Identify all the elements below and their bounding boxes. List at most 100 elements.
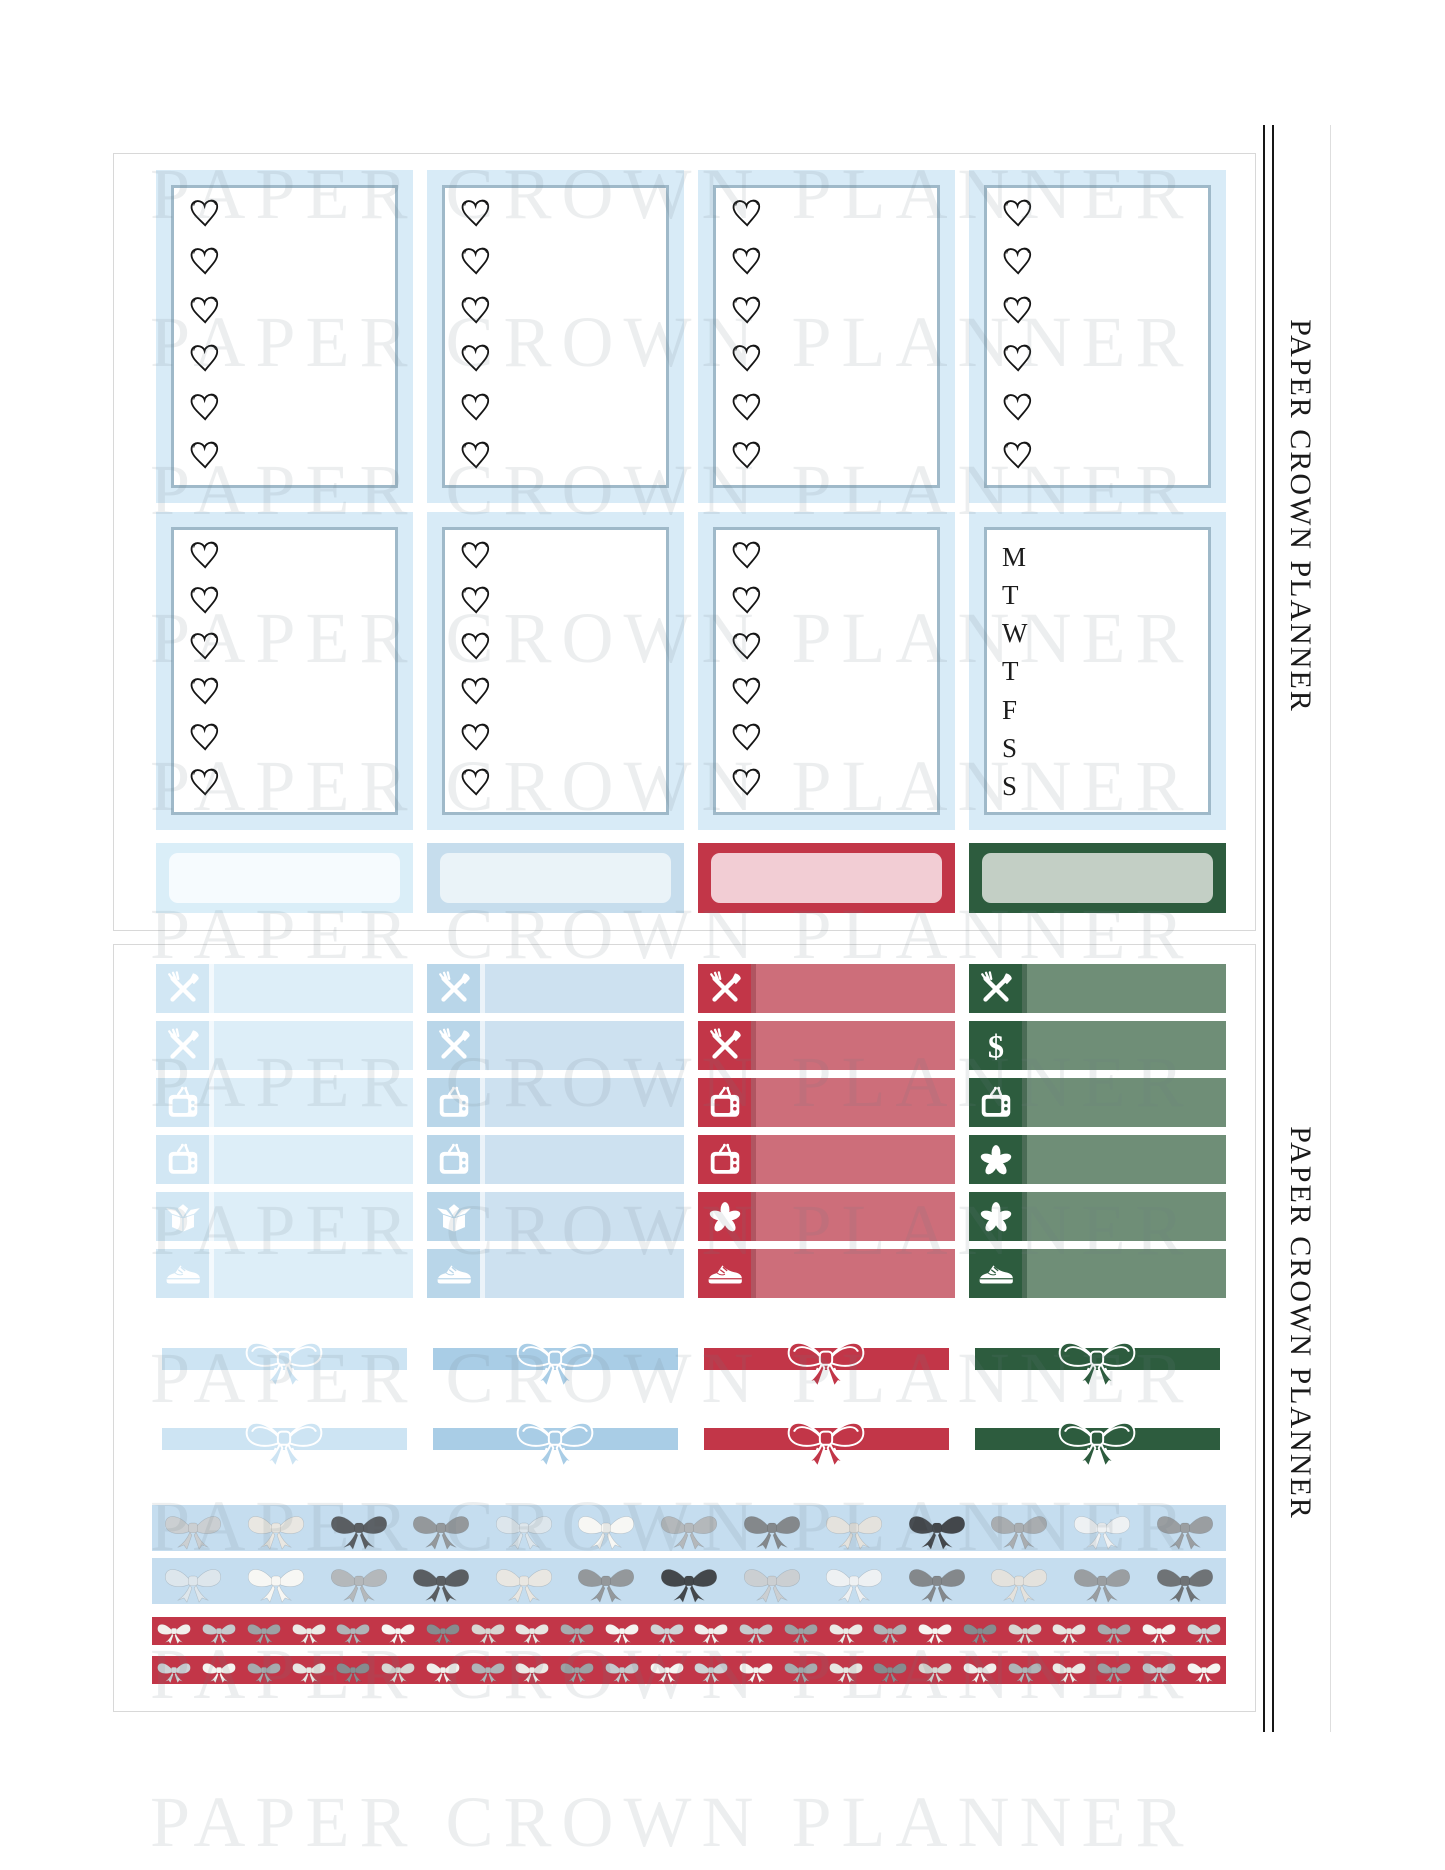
bow-icon bbox=[336, 1623, 370, 1644]
washi-bow bbox=[1071, 1559, 1133, 1604]
full-box-sticker bbox=[969, 170, 1226, 503]
bow-icon bbox=[578, 1568, 635, 1602]
full-box-interior bbox=[171, 527, 398, 815]
box-icon bbox=[163, 1202, 202, 1233]
bow-icon bbox=[650, 1623, 684, 1644]
washi-bow bbox=[1007, 1657, 1043, 1684]
habit-bar bbox=[1022, 964, 1226, 1013]
washi-bow bbox=[470, 1657, 506, 1684]
washi-bow bbox=[425, 1618, 461, 1645]
bow-icon bbox=[787, 1421, 865, 1468]
header-box-sticker bbox=[698, 843, 955, 913]
bow-icon bbox=[1156, 1568, 1213, 1602]
full-box-sticker bbox=[698, 512, 955, 830]
habit-tracker-sticker bbox=[427, 1249, 684, 1298]
washi-bow bbox=[1141, 1618, 1177, 1645]
bow-icon bbox=[202, 1623, 236, 1644]
bow-icon bbox=[605, 1623, 639, 1644]
bow-icon bbox=[165, 1515, 222, 1549]
header-box-sticker bbox=[427, 843, 684, 913]
svg-text:$: $ bbox=[987, 1028, 1003, 1064]
heart-icon bbox=[190, 723, 219, 751]
tv-icon bbox=[710, 1086, 739, 1117]
bow-divider-bow bbox=[785, 1408, 867, 1470]
bow-icon bbox=[1187, 1662, 1221, 1683]
washi-bow bbox=[649, 1657, 685, 1684]
tv-icon bbox=[439, 1143, 468, 1174]
asterisk-icon bbox=[709, 1201, 740, 1231]
bow-icon bbox=[918, 1623, 952, 1644]
habit-tracker-sticker bbox=[698, 1249, 955, 1298]
heart-icon bbox=[732, 587, 761, 615]
weekday-letter: M bbox=[1002, 542, 1027, 572]
utensils-icon bbox=[438, 970, 470, 1002]
sneaker-icon bbox=[166, 1264, 200, 1283]
trim-line bbox=[1330, 125, 1331, 1732]
bow-icon bbox=[1074, 1515, 1130, 1549]
habit-tracker-sticker bbox=[698, 1078, 955, 1127]
bow-icon bbox=[1097, 1662, 1131, 1683]
header-box-inner bbox=[169, 853, 400, 903]
bow-icon bbox=[247, 1515, 304, 1549]
bow-icon bbox=[739, 1662, 773, 1683]
side-brand-label-bottom: PAPER CROWN PLANNER bbox=[1284, 1126, 1317, 1520]
habit-icon-cell bbox=[427, 1192, 480, 1241]
tv-icon bbox=[981, 1086, 1010, 1117]
bow-icon bbox=[873, 1662, 907, 1683]
washi-bow bbox=[828, 1618, 864, 1645]
washi-bow bbox=[988, 1559, 1050, 1604]
habit-bar bbox=[751, 964, 955, 1013]
washi-bow bbox=[917, 1618, 953, 1645]
habit-bar bbox=[751, 1078, 955, 1127]
bow-icon bbox=[1097, 1623, 1131, 1644]
heart-icon bbox=[732, 344, 761, 372]
bow-icon bbox=[202, 1662, 236, 1683]
bow-icon bbox=[784, 1662, 818, 1683]
washi-bow bbox=[493, 1506, 555, 1551]
sneaker-icon bbox=[708, 1264, 742, 1283]
heart-icon bbox=[190, 248, 219, 276]
heart-icon bbox=[461, 723, 490, 751]
bow-icon bbox=[908, 1515, 965, 1549]
habit-icon-cell bbox=[698, 1078, 751, 1127]
header-box-sticker bbox=[969, 843, 1226, 913]
habit-bar bbox=[480, 1078, 684, 1127]
bow-icon bbox=[247, 1623, 281, 1644]
full-box-interior bbox=[713, 185, 940, 488]
header-box-sticker bbox=[156, 843, 413, 913]
habit-icon-cell bbox=[156, 1021, 209, 1070]
full-box-sticker bbox=[698, 170, 955, 503]
washi-bow bbox=[425, 1657, 461, 1684]
habit-bar bbox=[480, 1249, 684, 1298]
heart-icon bbox=[461, 199, 490, 227]
washi-bow bbox=[410, 1559, 472, 1604]
bow-icon bbox=[1142, 1662, 1176, 1683]
habit-tracker-sticker bbox=[969, 1192, 1226, 1241]
habit-icon-cell bbox=[969, 1135, 1022, 1184]
sneaker-icon bbox=[437, 1264, 471, 1283]
weekday-letter: W bbox=[1002, 618, 1028, 649]
habit-tracker-sticker bbox=[427, 964, 684, 1013]
washi-bow bbox=[917, 1657, 953, 1684]
habit-icon-cell bbox=[156, 1192, 209, 1241]
washi-bow bbox=[559, 1618, 595, 1645]
washi-bow bbox=[1071, 1506, 1133, 1551]
bow-icon bbox=[694, 1623, 728, 1644]
washi-bow bbox=[693, 1657, 729, 1684]
habit-bar bbox=[1022, 1192, 1226, 1241]
bow-divider-bow bbox=[1056, 1328, 1138, 1390]
bow-icon bbox=[1052, 1662, 1086, 1683]
heart-icon bbox=[732, 632, 761, 660]
washi-bow bbox=[828, 1657, 864, 1684]
habit-tracker-sticker bbox=[698, 964, 955, 1013]
washi-bow bbox=[962, 1618, 998, 1645]
habit-bar bbox=[1022, 1249, 1226, 1298]
bow-icon bbox=[605, 1662, 639, 1683]
heart-icon bbox=[461, 768, 490, 796]
habit-bar bbox=[1022, 1135, 1226, 1184]
full-box-interior bbox=[984, 185, 1211, 488]
habit-icon-cell bbox=[427, 1078, 480, 1127]
weekday-letter: T bbox=[1002, 580, 1019, 611]
washi-bow bbox=[738, 1657, 774, 1684]
utensils-icon bbox=[167, 1027, 199, 1059]
